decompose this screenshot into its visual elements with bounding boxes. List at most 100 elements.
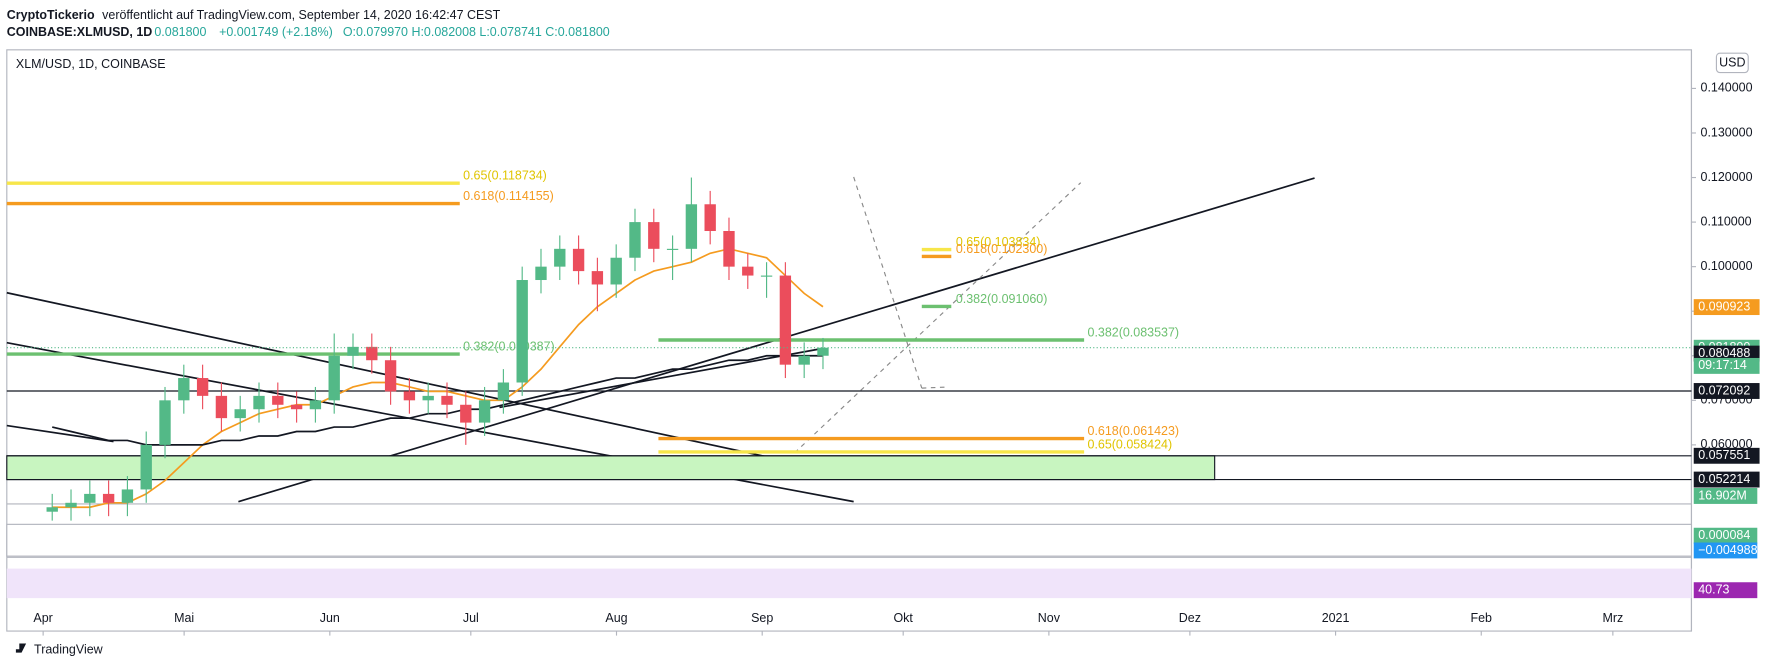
candle-body [347, 346, 359, 356]
candle-body [760, 275, 773, 277]
candle-body [102, 493, 115, 503]
price-tag [1693, 383, 1760, 399]
price-tag [1693, 299, 1760, 316]
candle-body [648, 222, 660, 249]
last-price: 0.081800 [154, 25, 206, 39]
candle-body [704, 204, 716, 232]
fib-label: 0.382(0.080387) [463, 340, 555, 354]
currency: USD [1719, 56, 1745, 70]
candle-body [629, 222, 641, 258]
ma-slow [52, 354, 823, 446]
ohlc-values: O:0.079970 H:0.082008 L:0.078741 C:0.081… [343, 25, 610, 39]
candle-body [535, 266, 547, 281]
x-tick-label: Okt [893, 611, 913, 625]
candle-body [497, 382, 510, 401]
chart-title: XLM/USD, 1D, COINBASE [16, 57, 166, 71]
candle-body [46, 507, 58, 512]
candle-body [516, 280, 528, 383]
y-tick-label: 0.130000 [1701, 125, 1753, 139]
candle-body [309, 400, 322, 410]
fib-label: 0.65(0.058424) [1088, 437, 1173, 451]
projection-line [853, 176, 923, 389]
price-tag-label: 0.090923 [1698, 299, 1750, 313]
price-tag-label: 0.057551 [1698, 448, 1750, 462]
fib-label: 0.65(0.103834) [956, 235, 1041, 249]
candle-body [403, 391, 416, 401]
signal-tag-box [1693, 542, 1758, 559]
fib-label: 0.382(0.091060) [956, 292, 1048, 306]
fib-label: 0.618(0.114155) [463, 189, 554, 203]
candle-body [65, 502, 77, 508]
candle-body [215, 395, 228, 419]
countdown-box [1693, 357, 1760, 374]
candle-body [572, 248, 585, 272]
countdown: 09:17:14 [1698, 358, 1747, 372]
candle-body [140, 444, 152, 490]
candle-body [121, 489, 134, 503]
price-tag-label: 0.080488 [1698, 346, 1750, 360]
x-tick-label: Apr [33, 611, 52, 625]
trendline [6, 291, 854, 477]
macd-tag: 0.000084 [1698, 528, 1750, 542]
candle-body [723, 231, 735, 267]
fib-label: 0.65(0.118734) [463, 169, 547, 183]
y-tick-label: 0.140000 [1701, 81, 1753, 95]
ma-fast [52, 247, 824, 509]
price-tag [1693, 447, 1760, 464]
x-tick-label: Feb [1471, 611, 1493, 625]
rsi-tag: 40.73 [1698, 582, 1729, 596]
y-tick-label: 0.120000 [1701, 170, 1753, 184]
fib-label: 0.618(0.061423) [1088, 424, 1180, 438]
candle-body [422, 395, 434, 401]
volume-tag: 16.902M [1698, 488, 1747, 502]
trendline [499, 347, 824, 409]
x-tick-label: 2021 [1322, 611, 1350, 625]
candle-body [253, 395, 265, 410]
y-tick-label: 0.110000 [1701, 214, 1752, 228]
projection [794, 176, 1082, 454]
candle-body [779, 275, 792, 365]
y-tick-label: 0.060000 [1701, 437, 1753, 451]
change: +0.001749 (+2.18%) [219, 25, 333, 39]
published: veröffentlicht auf TradingView.com, Sept… [102, 8, 500, 22]
projection-line [794, 182, 1082, 454]
candle-body [460, 404, 472, 423]
candle-body [591, 271, 604, 285]
candle-body [328, 355, 340, 401]
volume-tag-box [1693, 488, 1758, 504]
rsi-tag-box [1693, 582, 1758, 599]
trendline [6, 424, 114, 443]
y-tick-label: 0.100000 [1701, 259, 1753, 273]
price-tag-label: 0.072092 [1698, 383, 1750, 397]
x-tick-label: Jun [320, 611, 340, 625]
price-tag [1693, 345, 1760, 362]
footer: TradingView [34, 643, 104, 657]
price-tag [1693, 471, 1760, 488]
fib-label: 0.618(0.102300) [956, 242, 1048, 256]
candle-body [742, 266, 754, 276]
candle-body [798, 355, 810, 365]
x-tick-label: Mai [174, 611, 194, 625]
price-tag-label: 0.052214 [1698, 472, 1750, 486]
candle-body [366, 346, 378, 361]
logo [9, 643, 27, 653]
candle-body [441, 395, 453, 405]
candle-body [817, 347, 829, 356]
candle-body [666, 248, 679, 250]
author: CryptoTickerio [7, 8, 95, 22]
currency-button[interactable] [1715, 52, 1749, 74]
signal-tag: −0.004988 [1698, 543, 1757, 557]
candle-body [478, 400, 491, 423]
candle-body [159, 400, 171, 445]
rsi-band [6, 568, 1692, 599]
candle-body [685, 204, 698, 249]
x-tick-label: Mrz [1602, 611, 1623, 625]
x-tick-label: Sep [751, 611, 773, 625]
x-tick-label: Aug [605, 611, 627, 625]
candle-body [196, 378, 209, 396]
x-tick-label: Dez [1179, 611, 1201, 625]
x-tick-label: Jul [463, 611, 479, 625]
candle-body [290, 404, 303, 410]
